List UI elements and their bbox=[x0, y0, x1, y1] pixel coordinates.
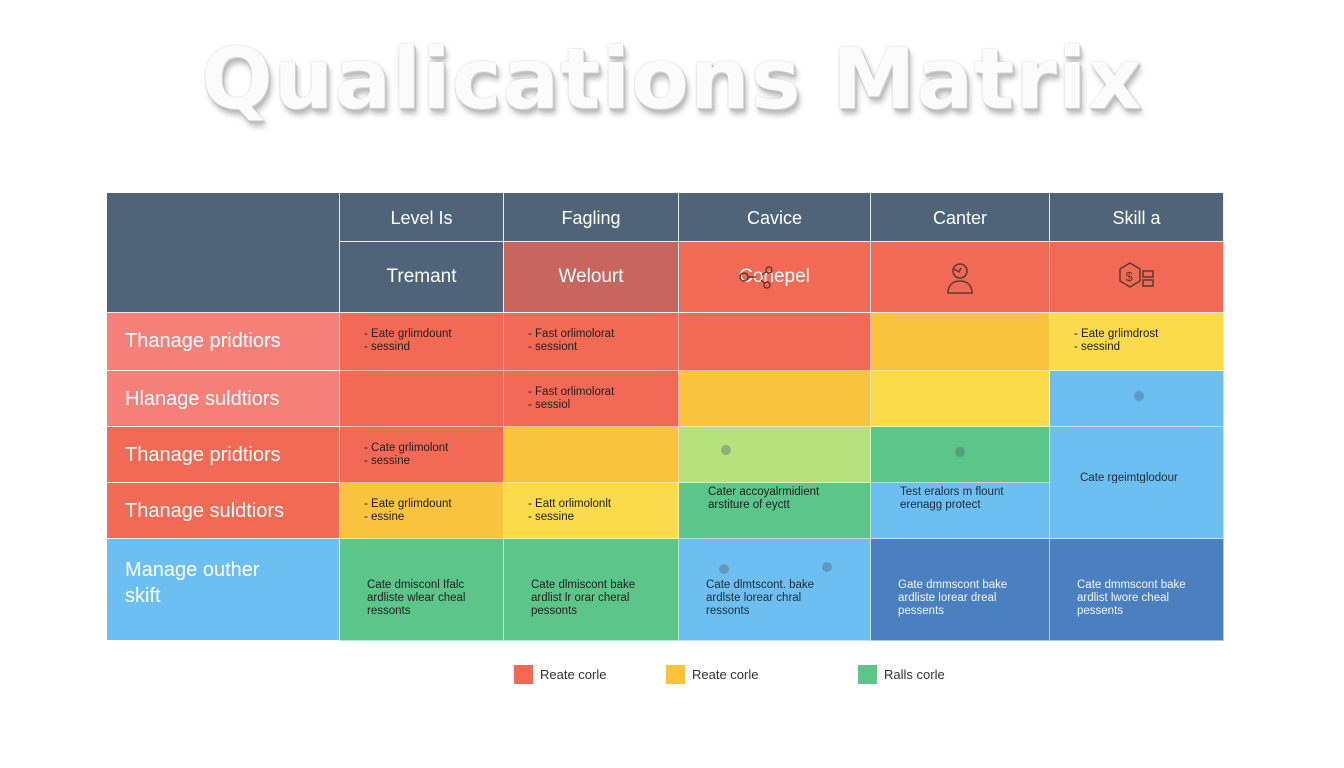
cell-note: - Eate grlimdrost - sessind bbox=[1074, 328, 1159, 353]
legend-label: Ralls corle bbox=[884, 667, 945, 682]
legend-item: Reate corle bbox=[666, 665, 758, 684]
legend-item: Reate corle bbox=[514, 665, 606, 684]
legend-label: Reate corle bbox=[540, 667, 607, 682]
legend-swatch bbox=[514, 665, 533, 684]
subheader-cell: Conepel bbox=[679, 242, 871, 313]
person-icon bbox=[945, 260, 975, 299]
cell-note: Cate dmisconl Ifalc ardliste wlear cheal… bbox=[367, 579, 466, 617]
cell-note: Cate dlmtscont. bake ardlste lorear chra… bbox=[706, 579, 815, 617]
matrix-cell: Cate dmmscont bake ardlist lwore cheal p… bbox=[1050, 539, 1224, 641]
matrix-cell: Cate dlmtscont. bake ardlste lorear chra… bbox=[679, 539, 871, 641]
legend-swatch bbox=[858, 665, 877, 684]
matrix-cell: - Fast orlimolorat - sessiont bbox=[504, 313, 679, 371]
row-label: Hlanage suldtiors bbox=[125, 388, 280, 410]
matrix-cell: - Cate grlimolont - sessine bbox=[340, 427, 504, 483]
matrix-cell: Test eralors m flount erenagg protect bbox=[871, 483, 1050, 539]
row-label: Manage outher skift bbox=[125, 559, 260, 607]
column-header-label: Canter bbox=[932, 208, 988, 228]
matrix-cell: - Eate grlimdrost - sessind bbox=[1050, 313, 1224, 371]
cell-note: - Eate grlimdount - essine bbox=[364, 498, 452, 523]
status-dot bbox=[1134, 391, 1144, 401]
row-label-cell: Thanage pridtiors bbox=[107, 427, 340, 483]
matrix-cell bbox=[1050, 371, 1224, 427]
cell-note: Cater accoyalrmidient arstiture of eyctt bbox=[708, 486, 820, 511]
status-dot bbox=[955, 447, 965, 457]
row-label-cell: Thanage pridtiors bbox=[107, 313, 340, 371]
column-header-label: Cavice bbox=[746, 208, 803, 228]
status-dot bbox=[822, 562, 832, 572]
money-icon: $ bbox=[1116, 260, 1156, 299]
matrix-cell: Gate dmmscont bake ardliste lorear dreal… bbox=[871, 539, 1050, 641]
matrix-cell bbox=[679, 427, 871, 483]
matrix-cell: Cate dmisconl Ifalc ardliste wlear cheal… bbox=[340, 539, 504, 641]
corner-cell bbox=[107, 193, 340, 313]
matrix-cell: Cater accoyalrmidient arstiture of eyctt bbox=[679, 483, 871, 539]
svg-text:$: $ bbox=[1126, 269, 1134, 284]
cell-note: Cate dmmscont bake ardlist lwore cheal p… bbox=[1077, 579, 1186, 617]
matrix-cell: - Eate grlimdount - sessind bbox=[340, 313, 504, 371]
cell-note: Test eralors m flount erenagg protect bbox=[900, 486, 1004, 511]
column-header: Canter bbox=[871, 193, 1050, 242]
cell-note: Cate dlmiscont bake ardlist lr orar cher… bbox=[531, 579, 636, 617]
cell-note: - Eatt orlimolonlt - sessine bbox=[528, 498, 612, 523]
row-label: Thanage suldtiors bbox=[125, 500, 284, 522]
gear-icon bbox=[735, 262, 777, 297]
matrix-cell bbox=[871, 371, 1050, 427]
column-header-label: Skill a bbox=[1112, 208, 1161, 228]
matrix-cell bbox=[871, 313, 1050, 371]
subheader-cell bbox=[871, 242, 1050, 313]
subheader-label: Conepel bbox=[739, 266, 810, 287]
row-label-cell: Hlanage suldtiors bbox=[107, 371, 340, 427]
row-label: Thanage pridtiors bbox=[125, 330, 281, 352]
column-header: Cavice bbox=[679, 193, 871, 242]
row-label-cell: Manage outher skift bbox=[107, 539, 340, 641]
legend-label: Reate corle bbox=[692, 667, 759, 682]
cell-note: - Cate grlimolont - sessine bbox=[364, 442, 449, 467]
subheader-cell: $ bbox=[1050, 242, 1224, 313]
cell-note: Gate dmmscont bake ardliste lorear dreal… bbox=[898, 579, 1008, 617]
subheader-cell: Welourt bbox=[504, 242, 679, 313]
row-label: Thanage pridtiors bbox=[125, 444, 281, 466]
subheader-label: Welourt bbox=[558, 266, 624, 287]
matrix-cell: - Fast orlimolorat - sessiol bbox=[504, 371, 679, 427]
legend-swatch bbox=[666, 665, 685, 684]
column-header-label: Fagling bbox=[561, 208, 621, 228]
legend-item: Ralls corle bbox=[858, 665, 945, 684]
matrix-cell bbox=[1050, 483, 1224, 539]
matrix-cell: - Eatt orlimolonlt - sessine bbox=[504, 483, 679, 539]
status-dot bbox=[719, 564, 729, 574]
matrix-cell: - Eate grlimdount - essine bbox=[340, 483, 504, 539]
matrix-cell: Cate dlmiscont bake ardlist lr orar cher… bbox=[504, 539, 679, 641]
column-header-label: Level Is bbox=[390, 208, 453, 228]
matrix-cell bbox=[679, 371, 871, 427]
matrix-cell bbox=[871, 427, 1050, 483]
matrix-cell bbox=[340, 371, 504, 427]
column-header: Skill a bbox=[1050, 193, 1224, 242]
cell-note: - Eate grlimdount - sessind bbox=[364, 328, 452, 353]
subheader-label: Tremant bbox=[386, 266, 457, 287]
row-label-cell: Thanage suldtiors bbox=[107, 483, 340, 539]
matrix-cell bbox=[679, 313, 871, 371]
column-header: Level Is bbox=[340, 193, 504, 242]
subheader-cell: Tremant bbox=[340, 242, 504, 313]
matrix-cell bbox=[504, 427, 679, 483]
cell-note: - Fast orlimolorat - sessiol bbox=[528, 386, 615, 411]
status-dot bbox=[721, 445, 731, 455]
column-header: Fagling bbox=[504, 193, 679, 242]
page-title: Qualications Matrix bbox=[201, 30, 1143, 128]
matrix-cell: Cate rgeimtglodour orten fallict protrue… bbox=[1050, 427, 1224, 510]
cell-note: - Fast orlimolorat - sessiont bbox=[528, 328, 615, 353]
